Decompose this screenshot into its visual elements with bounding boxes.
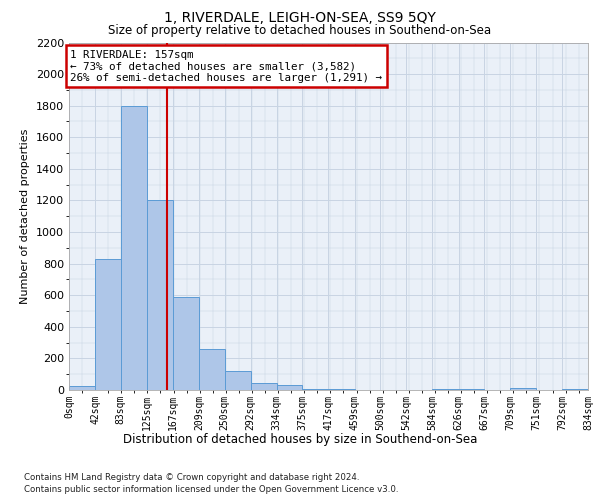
Bar xyxy=(69,386,95,390)
Bar xyxy=(302,389,329,390)
Bar xyxy=(147,200,173,390)
Text: Distribution of detached houses by size in Southend-on-Sea: Distribution of detached houses by size … xyxy=(123,432,477,446)
Bar xyxy=(433,389,458,390)
Text: Size of property relative to detached houses in Southend-on-Sea: Size of property relative to detached ho… xyxy=(109,24,491,37)
Bar xyxy=(562,389,588,390)
Text: 1 RIVERDALE: 157sqm
← 73% of detached houses are smaller (3,582)
26% of semi-det: 1 RIVERDALE: 157sqm ← 73% of detached ho… xyxy=(70,50,382,83)
Bar xyxy=(173,297,199,390)
Bar xyxy=(277,386,302,390)
Text: Contains public sector information licensed under the Open Government Licence v3: Contains public sector information licen… xyxy=(24,485,398,494)
Y-axis label: Number of detached properties: Number of detached properties xyxy=(20,128,31,304)
Bar xyxy=(458,389,484,390)
Text: Contains HM Land Registry data © Crown copyright and database right 2024.: Contains HM Land Registry data © Crown c… xyxy=(24,472,359,482)
Text: 1, RIVERDALE, LEIGH-ON-SEA, SS9 5QY: 1, RIVERDALE, LEIGH-ON-SEA, SS9 5QY xyxy=(164,11,436,25)
Bar xyxy=(95,259,121,390)
Bar xyxy=(199,349,224,390)
Bar xyxy=(329,389,355,390)
Bar xyxy=(510,388,536,390)
Bar xyxy=(121,106,147,390)
Bar xyxy=(224,371,251,390)
Bar xyxy=(251,383,277,390)
